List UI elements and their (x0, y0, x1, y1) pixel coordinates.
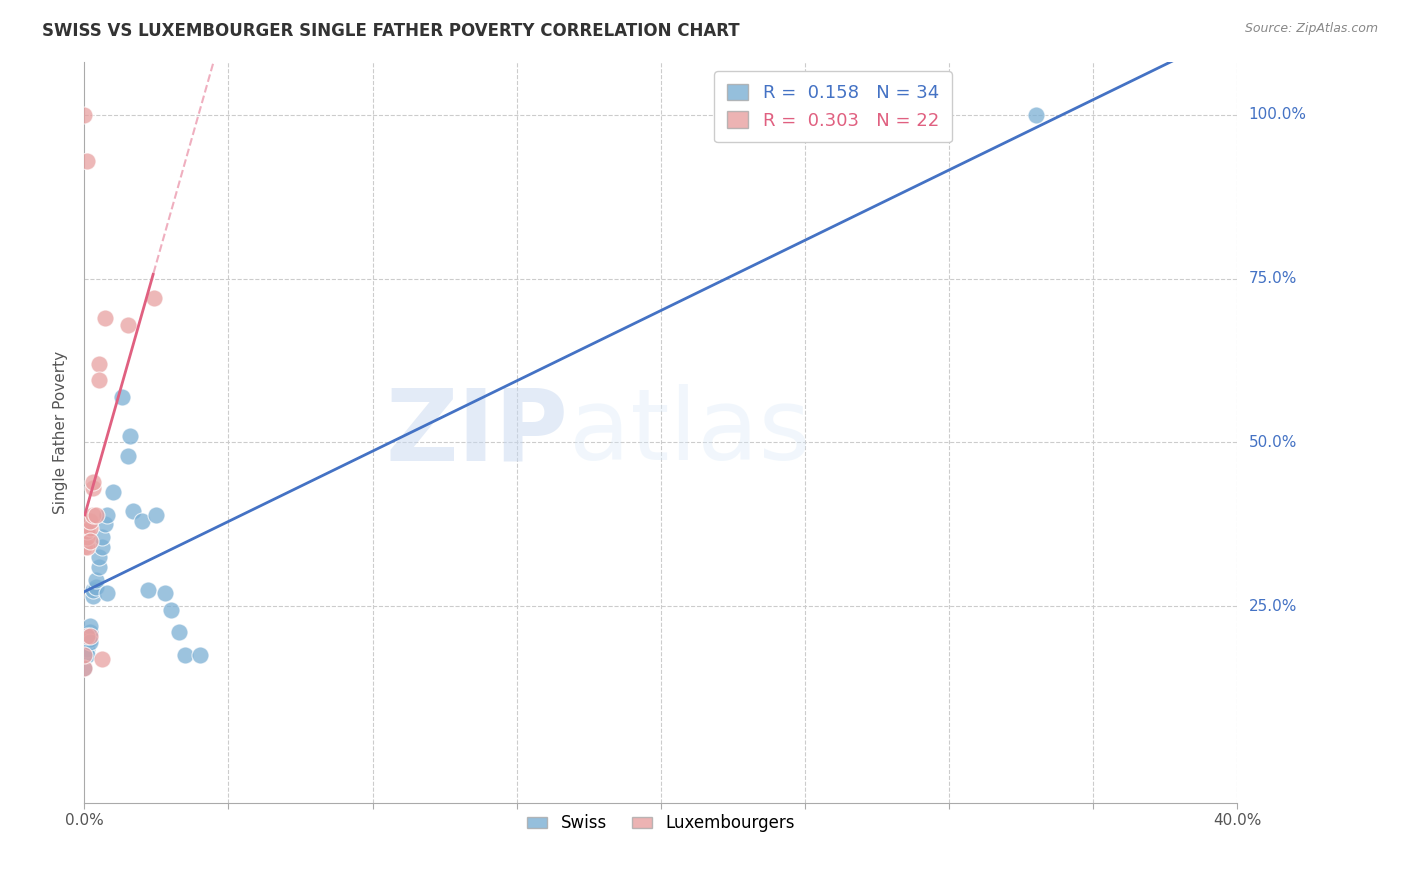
Point (76, 153, 98, 168)
Point (76, 629, 98, 643)
Point (1025, 108, 1047, 122)
Point (73, 661, 96, 675)
Point (73, 541, 96, 555)
Text: 75.0%: 75.0% (1249, 271, 1296, 286)
Point (82, 582, 104, 597)
Point (87, 373, 110, 387)
Point (174, 648, 197, 663)
Point (76, 524, 98, 538)
Point (79, 635, 101, 649)
Text: ZIP: ZIP (385, 384, 568, 481)
Point (145, 508, 167, 522)
Point (111, 390, 134, 404)
Point (136, 582, 159, 597)
Point (90, 651, 112, 665)
Point (96, 508, 118, 522)
Point (79, 533, 101, 548)
Point (90, 541, 112, 555)
Point (79, 625, 101, 640)
Point (142, 291, 165, 305)
Point (73, 648, 96, 663)
Point (73, 661, 96, 675)
Point (84, 508, 107, 522)
Point (120, 429, 142, 443)
Y-axis label: Single Father Poverty: Single Father Poverty (53, 351, 69, 514)
Point (76, 641, 98, 656)
Point (117, 449, 139, 463)
Point (153, 586, 176, 600)
Point (73, 108, 96, 122)
Point (160, 602, 183, 616)
Point (79, 514, 101, 528)
Text: 25.0%: 25.0% (1249, 599, 1296, 614)
Point (90, 531, 112, 545)
Point (73, 648, 96, 663)
Legend: Swiss, Luxembourgers: Swiss, Luxembourgers (520, 807, 801, 838)
Point (93, 310, 115, 325)
Point (188, 648, 211, 663)
Point (96, 586, 118, 600)
Text: SWISS VS LUXEMBOURGER SINGLE FATHER POVERTY CORRELATION CHART: SWISS VS LUXEMBOURGER SINGLE FATHER POVE… (42, 22, 740, 40)
Point (103, 484, 124, 499)
Point (76, 648, 98, 663)
Point (87, 550, 110, 565)
Point (82, 590, 104, 604)
Text: 50.0%: 50.0% (1249, 435, 1296, 450)
Point (76, 531, 98, 545)
Point (82, 508, 104, 522)
Point (84, 580, 107, 594)
Point (122, 504, 145, 518)
Point (76, 541, 98, 555)
Point (79, 521, 101, 535)
Point (87, 357, 110, 371)
Text: 100.0%: 100.0% (1249, 107, 1306, 122)
Point (82, 481, 104, 495)
Point (73, 527, 96, 541)
Point (87, 560, 110, 574)
Text: atlas: atlas (568, 384, 810, 481)
Point (79, 629, 101, 643)
Text: Source: ZipAtlas.com: Source: ZipAtlas.com (1244, 22, 1378, 36)
Point (131, 514, 153, 528)
Point (93, 517, 115, 532)
Point (117, 318, 139, 332)
Point (82, 475, 104, 489)
Point (84, 573, 107, 587)
Point (79, 619, 101, 633)
Point (79, 632, 101, 646)
Point (169, 625, 191, 640)
